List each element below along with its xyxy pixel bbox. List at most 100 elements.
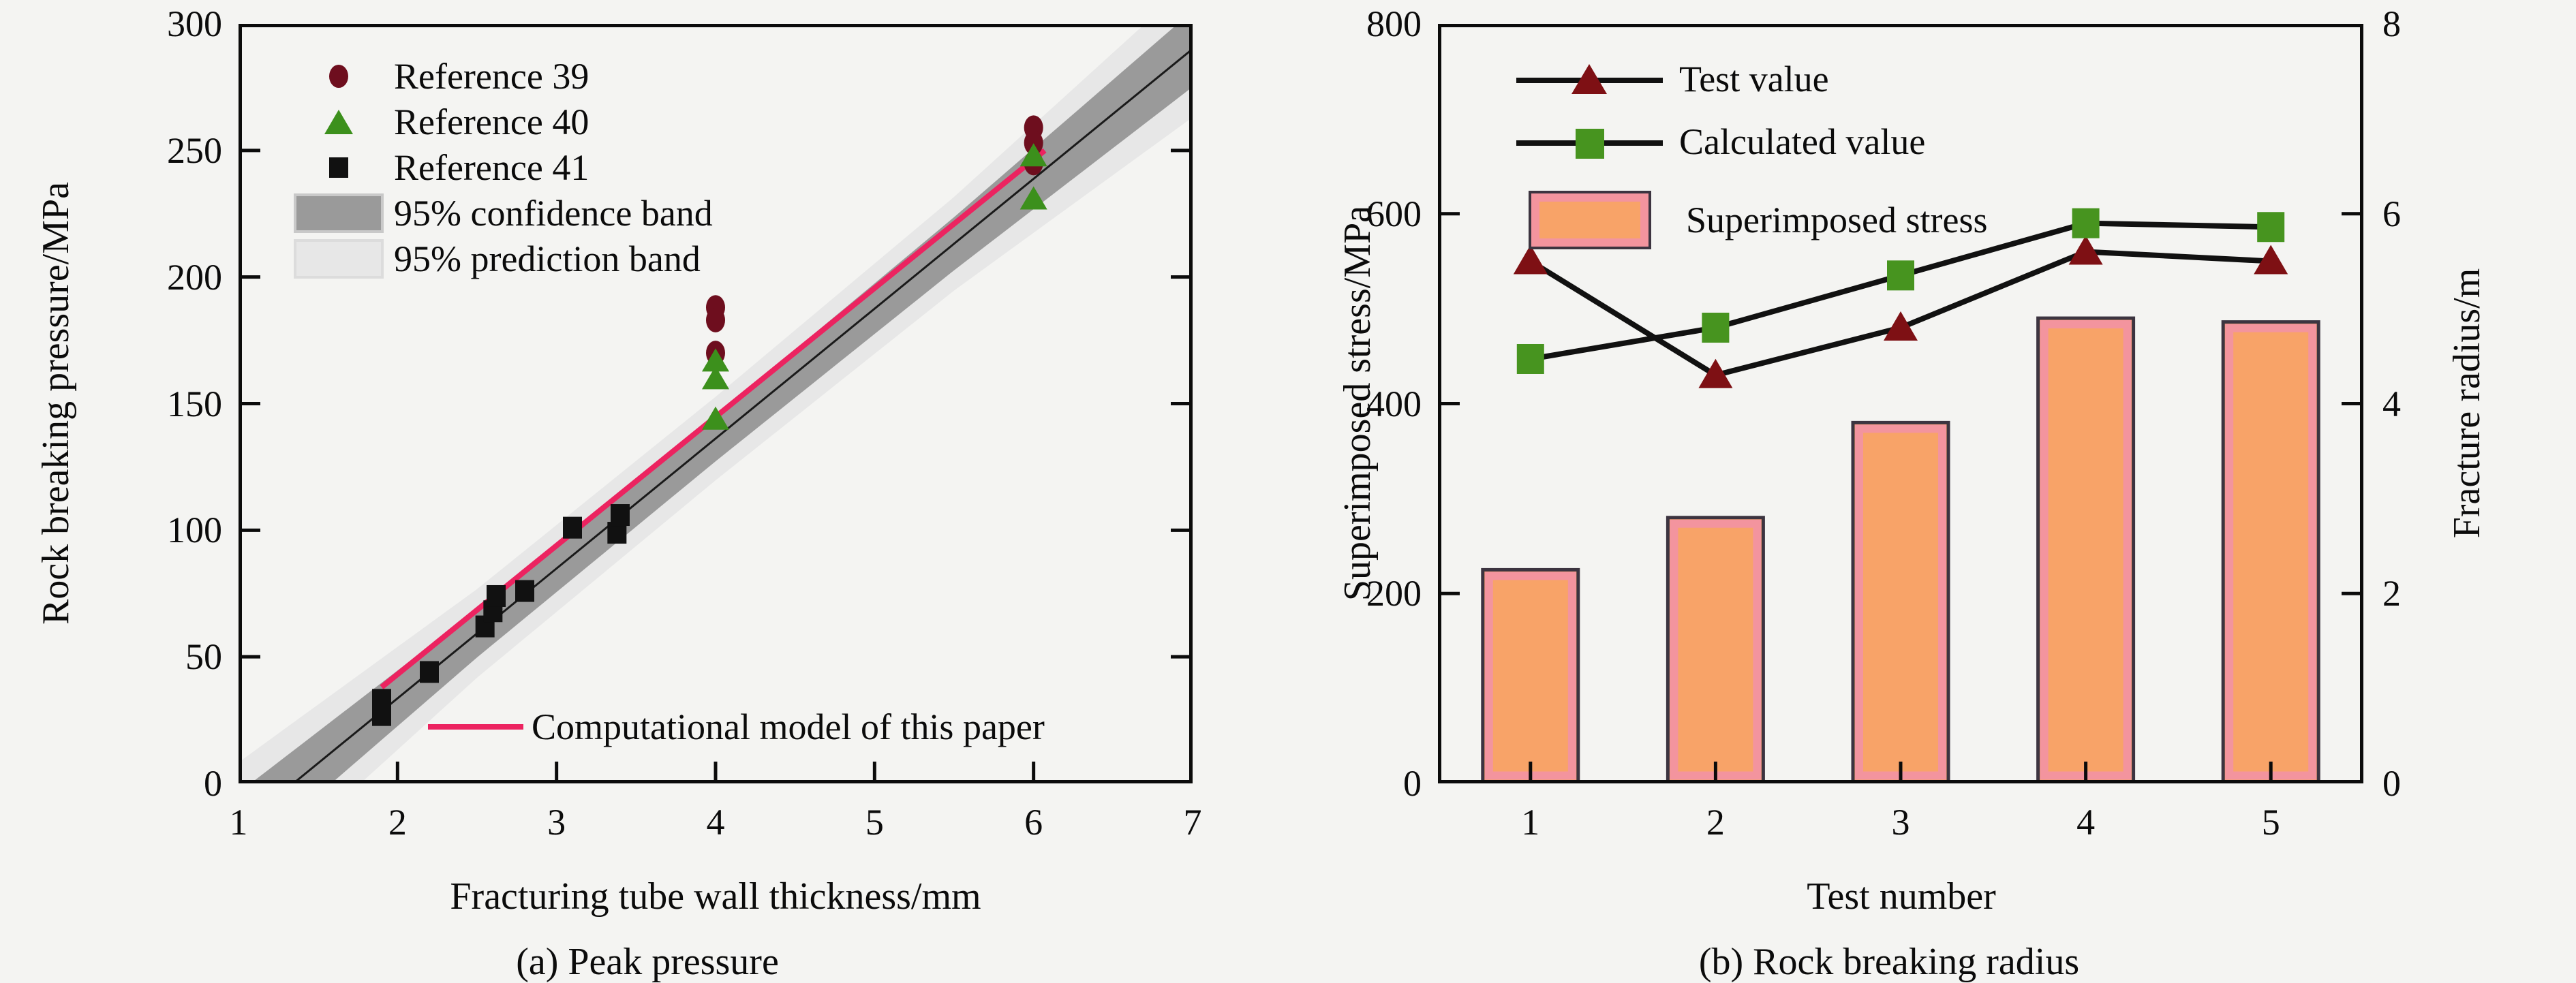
x-tick-label: 1: [1521, 802, 1540, 843]
y-tick-label: 150: [167, 383, 222, 424]
legend-left-chart: Reference 39 Reference 40 Reference 41 9…: [286, 53, 713, 281]
y-tick-label-left: 400: [1366, 383, 1422, 424]
reference-39-point: [706, 307, 725, 332]
calculated-value-marker: [1516, 343, 1544, 374]
x-tick-label: 7: [1183, 802, 1202, 843]
y-tick-label-left: 600: [1366, 193, 1422, 234]
x-tick-label: 2: [388, 802, 407, 843]
y-tick-label-right: 6: [2382, 193, 2401, 234]
superimposed-stress-bar: [2036, 316, 2136, 783]
legend-label: Reference 41: [394, 146, 589, 188]
x-tick-label: 6: [1024, 802, 1043, 843]
test-value-marker: [1884, 311, 1918, 341]
x-tick-label: 3: [547, 802, 566, 843]
legend-label: Reference 40: [394, 101, 589, 142]
caption-b: (b) Rock breaking radius: [1698, 941, 2080, 983]
legend-label: Calculated value: [1679, 121, 1926, 162]
y-axis-label-left-chart: Rock breaking pressure/MPa: [35, 181, 77, 625]
x-tick-label: 4: [2076, 802, 2096, 843]
x-axis-label-left-chart: Fracturing tube wall thickness/mm: [450, 875, 981, 918]
reference-40-point: [702, 406, 729, 430]
y-tick-label: 200: [167, 256, 222, 298]
legend-label: Computational model of this paper: [532, 706, 1045, 747]
superimposed-stress-bar: [1481, 567, 1580, 783]
legend-item-reference-41: Reference 41: [286, 144, 713, 190]
superimposed-stress-bar: [2221, 320, 2320, 783]
y-tick-label-left: 800: [1366, 3, 1422, 44]
y-tick-label: 0: [204, 763, 222, 804]
reference-41-point: [372, 689, 391, 711]
y-tick-label-left: 200: [1366, 573, 1422, 614]
superimposed-stress-swatch-wrap: [1516, 191, 1663, 249]
test-value-legend-glyph: [1516, 64, 1663, 94]
superimposed-stress-bar: [1666, 516, 1765, 783]
superimposed-stress-swatch: [1528, 191, 1651, 249]
x-tick-label: 5: [2261, 802, 2280, 843]
legend-label: Test value: [1679, 59, 1829, 99]
reference-41-point: [611, 504, 630, 527]
legend-item-prediction-band: 95% prediction band: [286, 236, 713, 281]
reference-41-point: [487, 584, 506, 607]
legend-item-confidence-band: 95% confidence band: [286, 190, 713, 236]
x-tick-label: 4: [706, 802, 725, 843]
reference-40-point: [1019, 186, 1047, 210]
prediction-band-swatch-wrap: [286, 238, 391, 279]
calculated-value-legend-glyph: [1516, 129, 1663, 159]
prediction-band: [239, 24, 1193, 783]
test-value-marker: [2068, 235, 2103, 265]
test-value-marker: [1513, 245, 1548, 275]
legend-label: 95% confidence band: [394, 192, 713, 234]
calculated-value-marker: [2257, 212, 2285, 243]
legend-label: Superimposed stress: [1686, 200, 1988, 240]
legend-item-test-value: Test value: [1516, 48, 1987, 110]
y-axis-label-right-chart-left: Superimposed stress/MPa: [1336, 205, 1379, 602]
y-tick-label-right: 4: [2382, 383, 2401, 424]
x-axis-label-right-chart: Test number: [1807, 875, 1996, 918]
model-line-sample: [428, 724, 523, 730]
square-glyph: [329, 157, 348, 178]
rock-breaking-radius-plot: [1438, 24, 2363, 783]
y-tick-label-left: 0: [1403, 763, 1422, 804]
legend-label: 95% prediction band: [394, 238, 701, 279]
x-tick-label: 2: [1706, 802, 1725, 843]
prediction-band-swatch: [294, 238, 384, 279]
reference-40-point: [702, 348, 729, 372]
reference-41-point: [563, 516, 582, 539]
y-tick-label-right: 0: [2382, 763, 2401, 804]
legend-item-superimposed-stress: Superimposed stress: [1516, 180, 1987, 260]
reference-39-point: [1024, 130, 1043, 155]
reference-40-point: [702, 366, 729, 390]
y-axis-label-right-chart-right: Fracture radius/m: [2446, 268, 2488, 539]
fit-line: [292, 48, 1193, 783]
y-tick-label: 300: [167, 3, 222, 44]
test-value-marker: [2254, 245, 2288, 275]
y-tick-label-right: 2: [2382, 573, 2401, 614]
x-tick-label: 1: [229, 802, 248, 843]
reference-40-point: [1019, 143, 1047, 167]
legend-item-model-line: Computational model of this paper: [428, 706, 1045, 747]
confidence-band-swatch: [294, 193, 384, 233]
y-tick-label-right: 8: [2382, 3, 2401, 44]
y-tick-label: 100: [167, 510, 222, 551]
calculated-value-marker: [1887, 260, 1914, 291]
test-value-marker: [1698, 358, 1733, 388]
legend-item-reference-40: Reference 40: [286, 99, 713, 144]
circle-glyph: [329, 64, 348, 88]
reference-41-point: [515, 580, 534, 602]
calculated-value-marker: [2072, 208, 2100, 238]
peak-pressure-plot: [239, 24, 1193, 783]
caption-a: (a) Peak pressure: [516, 941, 779, 983]
calculated-value-marker: [1702, 313, 1730, 343]
legend-item-calculated-value: Calculated value: [1516, 110, 1987, 173]
legend-label: Reference 39: [394, 55, 589, 97]
x-tick-label: 5: [865, 802, 884, 843]
legend-item-reference-39: Reference 39: [286, 53, 713, 99]
y-tick-label: 250: [167, 129, 222, 171]
confidence-band: [250, 24, 1193, 783]
superimposed-stress-bar: [1851, 420, 1950, 783]
x-tick-label: 3: [1891, 802, 1910, 843]
legend-right-chart: Test value Calculated value Superimposed…: [1516, 48, 1987, 260]
y-tick-label: 50: [185, 636, 222, 678]
confidence-band-swatch-wrap: [286, 193, 391, 233]
